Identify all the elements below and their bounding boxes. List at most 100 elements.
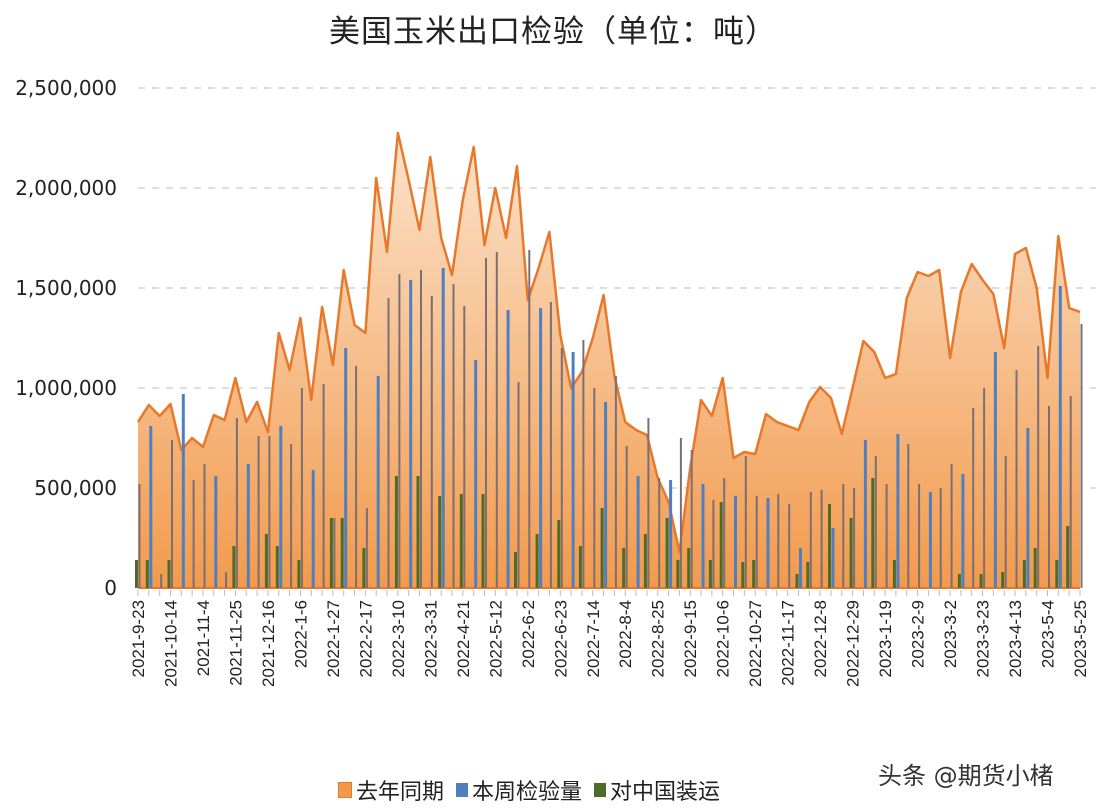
bar-china-shipment xyxy=(275,546,279,588)
x-tick-label: 2021-9-23 xyxy=(129,600,148,678)
bar-china-shipment xyxy=(459,494,463,588)
bar-china-shipment xyxy=(849,518,853,588)
bar-weekly-inspection xyxy=(517,382,520,588)
y-tick-label: 500,000 xyxy=(34,476,117,500)
bar-weekly-inspection xyxy=(452,284,455,588)
bar-weekly-inspection xyxy=(755,496,758,588)
bar-weekly-inspection xyxy=(181,394,185,588)
bar-weekly-inspection xyxy=(1048,406,1050,588)
bar-china-shipment xyxy=(1022,560,1026,588)
bar-china-shipment xyxy=(167,560,171,588)
bar-weekly-inspection xyxy=(571,352,575,588)
legend-swatch-green-icon xyxy=(594,783,607,797)
x-tick-label: 2022-8-25 xyxy=(649,600,668,678)
bar-weekly-inspection xyxy=(799,548,802,588)
series-last-year-area xyxy=(136,131,1081,589)
bar-weekly-inspection xyxy=(1080,324,1083,588)
bar-weekly-inspection xyxy=(647,418,650,588)
bar-china-shipment xyxy=(297,560,301,588)
bar-weekly-inspection xyxy=(961,474,965,588)
bar-weekly-inspection xyxy=(1037,346,1040,588)
watermark: 头条 @期货小楮 xyxy=(878,762,1054,790)
bar-weekly-inspection xyxy=(885,484,888,588)
y-tick-label: 2,500,000 xyxy=(15,76,117,100)
bar-weekly-inspection xyxy=(225,572,228,588)
x-tick-label: 2021-11-25 xyxy=(226,600,245,686)
x-tick-label: 2022-11-17 xyxy=(779,600,798,686)
chart-title: 美国玉米出口检验（单位：吨） xyxy=(329,14,777,50)
x-tick-label: 2022-2-17 xyxy=(356,600,375,678)
bar-weekly-inspection xyxy=(582,340,585,588)
bar-china-shipment xyxy=(1055,560,1059,588)
x-tick-label: 2022-8-4 xyxy=(616,600,635,668)
bar-weekly-inspection xyxy=(528,250,531,588)
bar-weekly-inspection xyxy=(1004,456,1007,588)
bar-weekly-inspection xyxy=(874,456,877,588)
bar-china-shipment xyxy=(979,574,983,588)
bar-weekly-inspection xyxy=(636,476,640,588)
legend-item-weekly-inspection[interactable]: 本周检验量 xyxy=(456,774,582,806)
bar-weekly-inspection xyxy=(701,484,705,588)
x-tick-label: 2022-12-8 xyxy=(811,600,830,678)
bar-china-shipment xyxy=(676,560,680,588)
bar-china-shipment xyxy=(135,560,138,588)
bar-weekly-inspection xyxy=(993,352,997,588)
bar-china-shipment xyxy=(600,508,604,588)
bar-weekly-inspection xyxy=(658,478,661,588)
bar-weekly-inspection xyxy=(311,470,315,588)
legend-label: 去年同期 xyxy=(356,780,445,805)
x-tick-label: 2022-10-6 xyxy=(714,600,733,678)
bar-weekly-inspection xyxy=(679,438,682,588)
bar-weekly-inspection xyxy=(279,426,283,588)
bar-weekly-inspection xyxy=(1069,396,1072,588)
bar-weekly-inspection xyxy=(788,504,791,588)
area-fill xyxy=(138,133,1080,588)
x-tick-label: 2022-1-6 xyxy=(291,600,310,668)
bar-china-shipment xyxy=(828,504,831,588)
bar-weekly-inspection xyxy=(398,274,401,588)
bar-weekly-inspection xyxy=(441,268,445,588)
legend-item-last-year[interactable]: 去年同期 xyxy=(338,774,444,806)
bar-weekly-inspection xyxy=(983,388,986,588)
y-axis: 0 500,000 1,000,000 1,500,000 2,000,000 2,500… xyxy=(15,76,117,600)
bar-china-shipment xyxy=(1066,526,1070,588)
bar-weekly-inspection xyxy=(734,496,737,588)
bar-weekly-inspection xyxy=(485,258,487,588)
bar-weekly-inspection xyxy=(322,384,325,588)
bar-weekly-inspection xyxy=(355,366,358,588)
bar-weekly-inspection xyxy=(506,310,510,588)
bar-china-shipment xyxy=(795,574,799,588)
bar-weekly-inspection xyxy=(863,440,867,588)
bar-weekly-inspection xyxy=(809,492,812,588)
bar-weekly-inspection xyxy=(604,402,608,588)
x-tick-label: 2023-3-2 xyxy=(941,600,960,668)
bar-weekly-inspection xyxy=(614,376,617,588)
x-tick-label: 2023-2-9 xyxy=(909,600,928,668)
bar-weekly-inspection xyxy=(495,252,498,588)
legend-item-china-shipment[interactable]: 对中国装运 xyxy=(594,774,720,806)
bar-weekly-inspection xyxy=(712,500,715,588)
bar-china-shipment xyxy=(481,494,485,588)
x-tick-label: 2022-9-15 xyxy=(681,600,700,678)
bar-weekly-inspection xyxy=(268,436,271,588)
bar-china-shipment xyxy=(232,546,236,588)
bar-weekly-inspection xyxy=(192,480,195,588)
bar-china-shipment xyxy=(719,502,723,588)
bar-china-shipment xyxy=(806,562,810,588)
bar-weekly-inspection xyxy=(939,488,942,588)
y-tick-label: 0 xyxy=(104,576,117,600)
bar-weekly-inspection xyxy=(138,484,141,588)
x-axis: 2021-9-23 2021-10-14 2021-11-4 2021-11-25 20… xyxy=(129,590,1090,687)
bar-weekly-inspection xyxy=(842,484,845,588)
bar-weekly-inspection xyxy=(333,518,336,588)
bar-weekly-inspection xyxy=(1015,370,1018,588)
bar-china-shipment xyxy=(687,548,691,588)
bar-china-shipment xyxy=(557,520,561,588)
bar-china-shipment xyxy=(514,552,517,588)
bar-weekly-inspection xyxy=(766,498,770,588)
bar-china-shipment xyxy=(622,548,626,588)
bar-weekly-inspection xyxy=(149,426,153,588)
bar-china-shipment xyxy=(145,560,149,588)
bar-china-shipment xyxy=(957,574,961,588)
